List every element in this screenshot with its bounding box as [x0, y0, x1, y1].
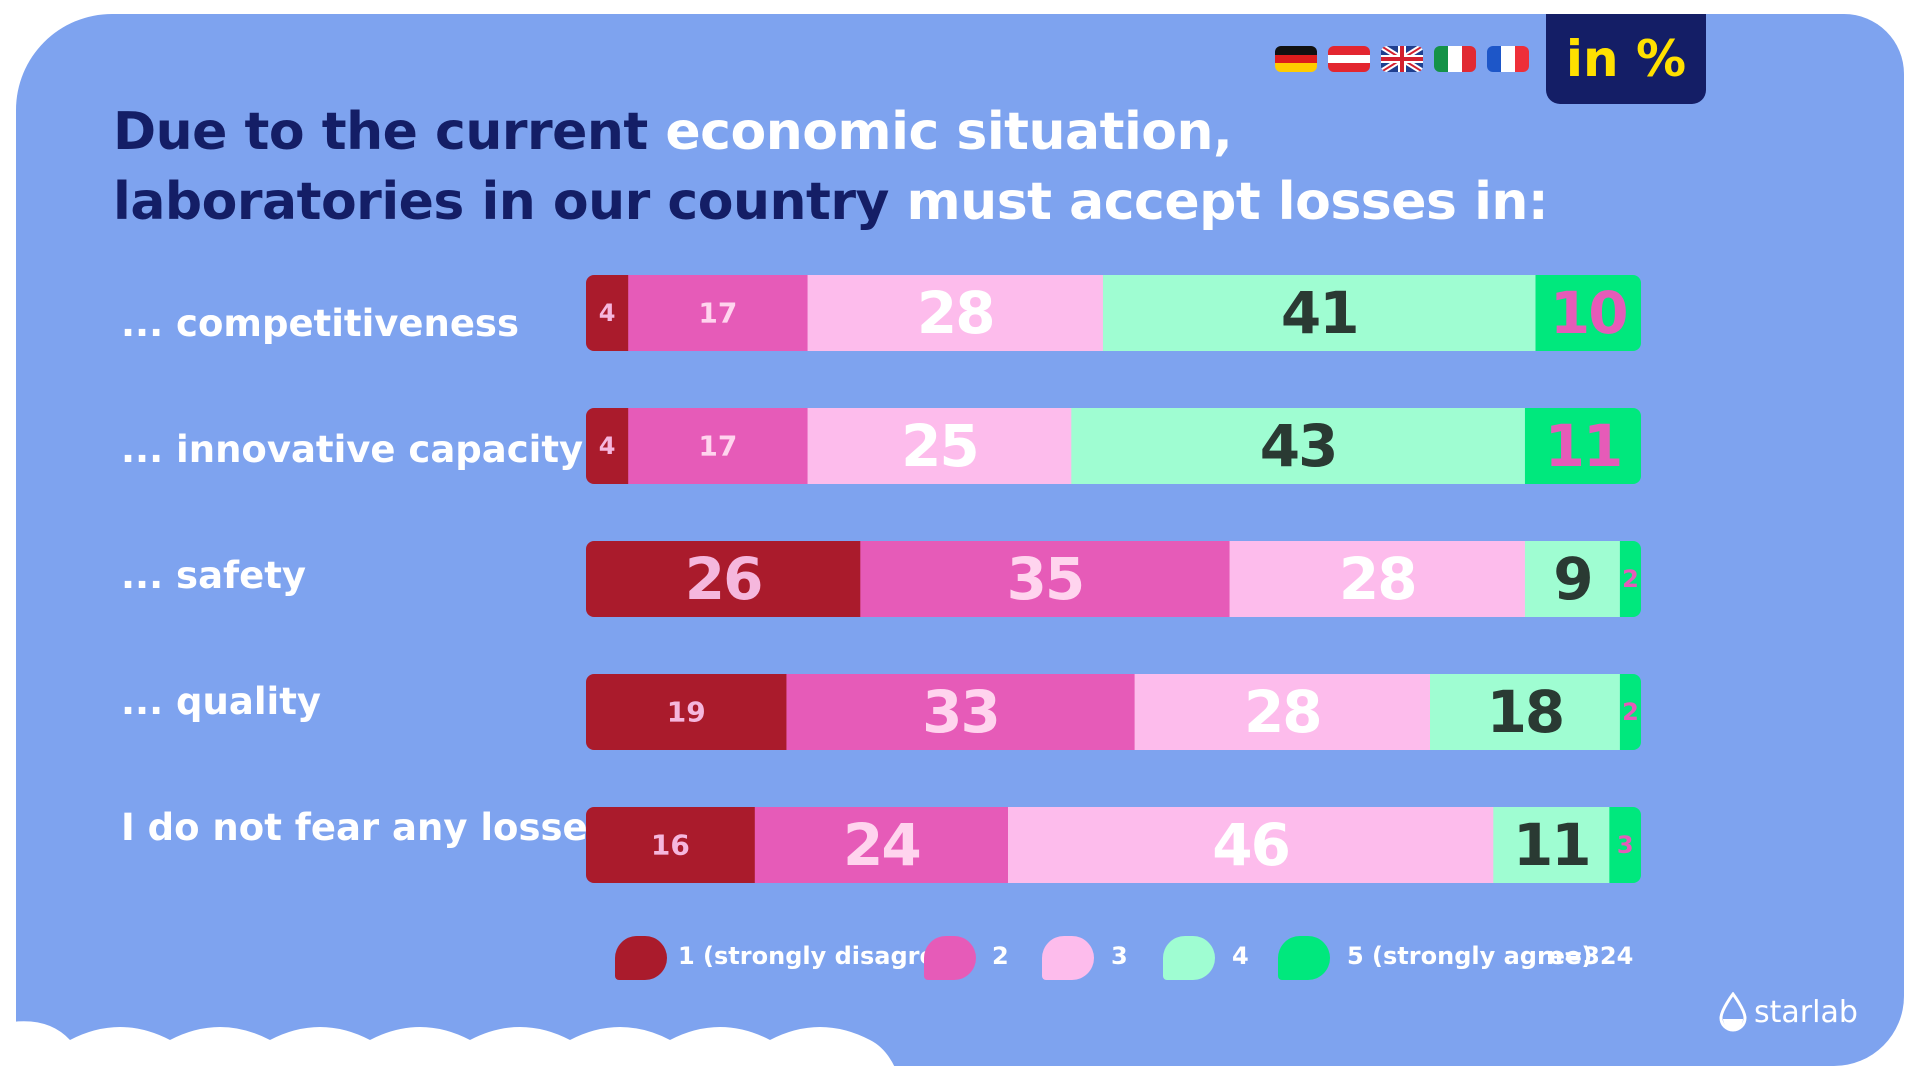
data-label-4-row-3: 9	[1553, 545, 1591, 613]
legend-swatch-2	[924, 936, 976, 980]
row-label-no-losses: I do not fear any losses.	[121, 806, 624, 849]
title-line-2-dark: laboratories in our country	[113, 172, 907, 232]
bar-segment-2-row-3	[860, 541, 1231, 617]
bar-row-competitiveness: 4 17 28 41 10	[586, 275, 1641, 351]
austria-flag	[1328, 46, 1370, 72]
bar-segment-1-row-5	[586, 807, 756, 883]
legend-label-3: 3	[1111, 942, 1128, 970]
data-label-2-row-4: 33	[922, 678, 999, 746]
italy-flag	[1434, 46, 1476, 72]
data-label-4-row-5: 11	[1513, 811, 1590, 879]
data-label-5-row-4: 2	[1622, 698, 1639, 726]
data-label-2-row-5: 24	[843, 811, 920, 879]
bar-segment-5-row-4	[1619, 674, 1641, 750]
data-label-5-row-2: 11	[1545, 412, 1622, 480]
data-label-3-row-5: 46	[1212, 811, 1289, 879]
bar-segment-3-row-1	[807, 275, 1104, 351]
bar-segment-3-row-3	[1229, 541, 1526, 617]
bar-segment-5-row-3	[1619, 541, 1641, 617]
bar-segment-5-row-5	[1609, 807, 1641, 883]
germany-flag	[1275, 46, 1317, 72]
row-label-safety: ... safety	[121, 554, 307, 597]
data-label-4-row-4: 18	[1487, 678, 1564, 746]
title-line-1: Due to the current economic situation,	[113, 102, 1233, 162]
data-label-1-row-3: 26	[685, 545, 762, 613]
unit-badge: in %	[1546, 14, 1706, 104]
bar-segment-4-row-5	[1493, 807, 1610, 883]
legend-label-1: 1 (strongly disagree)	[678, 942, 964, 970]
data-label-2-row-2: 17	[698, 430, 737, 463]
row-label-innovative-capacity: ... innovative capacity	[121, 428, 584, 471]
data-label-2-row-1: 17	[698, 297, 737, 330]
bar-segment-2-row-5	[754, 807, 1009, 883]
bar-segment-2-row-1	[628, 275, 809, 351]
bar-row-innovative-capacity: 4 17 25 43 11	[586, 408, 1641, 484]
france-flag	[1487, 46, 1529, 72]
data-label-4-row-1: 41	[1281, 279, 1358, 347]
title-line-1-light: economic situation,	[665, 102, 1233, 162]
legend-label-4: 4	[1232, 942, 1249, 970]
data-label-5-row-5: 3	[1617, 831, 1634, 859]
bar-segment-5-row-1	[1535, 275, 1641, 351]
title-line-2: laboratories in our country must accept …	[113, 172, 1549, 232]
bar-segment-2-row-4	[786, 674, 1136, 750]
data-label-5-row-3: 2	[1622, 565, 1639, 593]
row-label-quality: ... quality	[121, 680, 322, 723]
legend-swatch-5	[1278, 936, 1330, 980]
bar-segment-3-row-4	[1134, 674, 1431, 750]
bar-segment-1-row-1	[586, 275, 629, 351]
bar-segment-3-row-2	[807, 408, 1072, 484]
bar-row-quality: 19 33 28 18 2	[586, 674, 1641, 750]
bar-segment-1-row-4	[586, 674, 787, 750]
starlab-logo: starlab	[1718, 992, 1858, 1032]
bar-row-safety: 26 35 28 9 2	[586, 541, 1641, 617]
data-label-3-row-4: 28	[1244, 678, 1321, 746]
data-label-1-row-2: 4	[599, 432, 616, 460]
data-label-4-row-2: 43	[1260, 412, 1337, 480]
starlab-drop-icon	[1719, 992, 1747, 1032]
data-label-5-row-1: 10	[1550, 279, 1627, 347]
bar-segment-5-row-2	[1524, 408, 1641, 484]
bar-segment-1-row-3	[586, 541, 861, 617]
sample-size-label: n=324	[1546, 942, 1634, 970]
wave-edge	[0, 1021, 900, 1080]
legend-swatch-3	[1042, 936, 1094, 980]
title-line-2-light: must accept losses in:	[906, 172, 1549, 232]
brand-name: starlab	[1754, 994, 1858, 1030]
background-card	[16, 14, 1904, 1066]
uk-flag	[1381, 46, 1423, 72]
data-label-3-row-2: 25	[901, 412, 978, 480]
title-line-1-dark: Due to the current	[113, 102, 666, 162]
data-label-1-row-5: 16	[651, 829, 690, 862]
data-label-3-row-3: 28	[1339, 545, 1416, 613]
bar-segment-3-row-5	[1008, 807, 1494, 883]
row-label-competitiveness: ... competitiveness	[121, 302, 519, 345]
bar-segment-4-row-1	[1102, 275, 1536, 351]
data-label-3-row-1: 28	[917, 279, 994, 347]
bar-segment-4-row-2	[1071, 408, 1526, 484]
legend-swatch-4	[1163, 936, 1215, 980]
data-label-2-row-3: 35	[1007, 545, 1084, 613]
data-label-1-row-4: 19	[667, 696, 706, 729]
legend-swatch-1	[615, 936, 667, 980]
bar-row-i-do-not-fear-any-losses: 16 24 46 11 3	[586, 807, 1641, 883]
legend-label-2: 2	[992, 942, 1009, 970]
bar-segment-4-row-3	[1524, 541, 1621, 617]
data-label-1-row-1: 4	[599, 299, 616, 327]
legend-label-5: 5 (strongly agree)	[1347, 942, 1593, 970]
bar-segment-1-row-2	[586, 408, 629, 484]
bar-segment-2-row-2	[628, 408, 809, 484]
bar-segment-4-row-4	[1430, 674, 1621, 750]
